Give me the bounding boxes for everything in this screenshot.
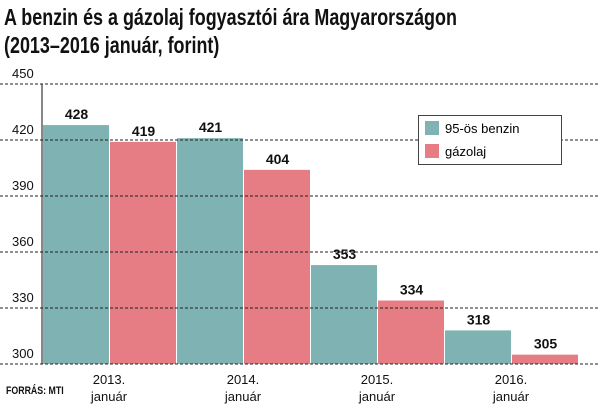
legend-label: 95-ös benzin (445, 120, 520, 136)
y-tick-label: 390 (12, 178, 34, 193)
bar (110, 141, 176, 364)
x-tick-label: január (358, 389, 396, 404)
x-tick-label: 2016. (495, 372, 528, 387)
y-tick-label: 330 (12, 290, 34, 305)
data-label: 428 (65, 106, 89, 122)
data-label: 305 (534, 336, 558, 352)
bar (177, 138, 243, 364)
data-label: 318 (467, 311, 491, 327)
x-tick-label: 2013. (93, 372, 126, 387)
data-label: 421 (199, 119, 223, 135)
x-tick-label: január (90, 389, 128, 404)
y-tick-label: 420 (12, 122, 34, 137)
bar (378, 300, 444, 364)
chart-title-line-2: (2013–2016 január, forint) (4, 32, 220, 58)
data-label: 353 (333, 246, 357, 262)
y-tick-label: 360 (12, 234, 34, 249)
data-label: 334 (400, 282, 424, 298)
legend-swatch (425, 144, 439, 158)
legend: 95-ös benzin gázolaj (418, 115, 562, 165)
data-label: 419 (132, 123, 156, 139)
legend-label: gázolaj (445, 143, 487, 159)
y-tick-label: 450 (12, 66, 34, 81)
bar (445, 330, 511, 364)
x-tick-label: január (492, 389, 530, 404)
legend-swatch (425, 121, 439, 135)
bar (512, 354, 578, 364)
y-tick-label: 300 (12, 346, 34, 361)
legend-item-gazolaj: gázolaj (419, 140, 561, 162)
bar (311, 265, 377, 364)
x-tick-label: január (224, 389, 262, 404)
chart-title-line-1: A benzin és a gázolaj fogyasztói ára Mag… (4, 4, 457, 30)
source-note: FORRÁS: MTI (6, 385, 64, 397)
bar (244, 169, 310, 364)
legend-item-benzin: 95-ös benzin (419, 117, 561, 139)
x-tick-label: 2014. (227, 372, 260, 387)
x-tick-label: 2015. (361, 372, 394, 387)
bar (43, 125, 109, 364)
data-label: 404 (266, 151, 290, 167)
